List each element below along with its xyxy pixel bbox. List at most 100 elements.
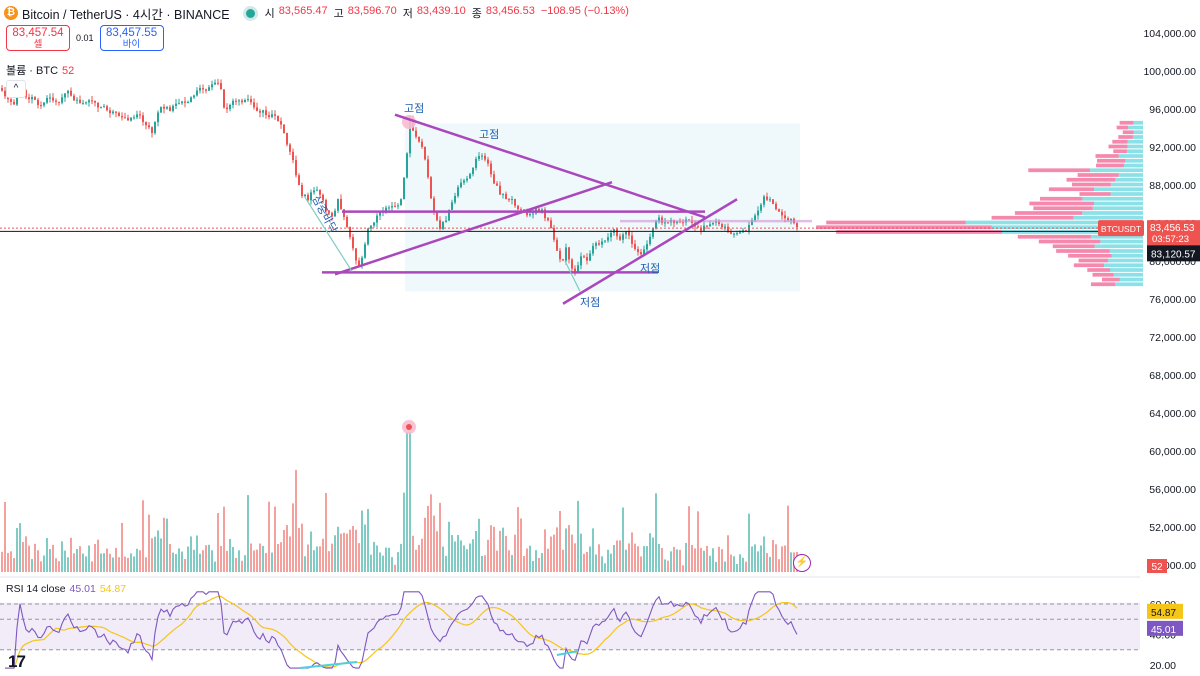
candle-body [754,215,756,221]
volume-bar [223,506,225,572]
volume-bar [259,543,261,572]
volume-profile-bar-down [816,225,992,230]
candle-body [379,211,381,216]
rsi-legend[interactable]: RSI 14 close 45.01 54.87 [6,583,126,595]
trade-buttons: 83,457.54 셀 0.01 83,457.55 바이 [6,25,164,51]
candle-body [223,89,225,108]
volume-bar [166,518,168,572]
candle-body [199,87,201,91]
price-axis-label: 56,000.00 [1149,484,1196,496]
rsi-ma-line [5,595,798,669]
candle-body [616,229,618,237]
candle-body [523,209,525,211]
volume-legend[interactable]: 볼륨 · BTC 52 [6,62,74,78]
candle-body [118,112,120,117]
sell-price: 83,457.54 [12,27,64,39]
candle-body [490,163,492,175]
candle-body [214,82,216,85]
volume-bar [217,513,219,572]
volume-bar [754,544,756,572]
pattern-line [564,260,581,292]
volume-profile-bar-down [1118,135,1133,139]
candle-body [400,199,402,206]
volume-profile-bar-up [1092,206,1143,211]
candle-body [241,100,243,103]
candle-body [55,100,57,102]
volume-bar [103,553,105,572]
candle-body [775,203,777,210]
candle-body [634,243,636,250]
volume-bar [439,502,441,572]
candle-body [169,107,171,111]
rsi-ma-tag [1147,603,1183,619]
candle-body [430,177,432,199]
volume-bar [4,502,6,572]
candle-body [271,114,273,118]
volume-bar [49,549,51,572]
collapse-chevron-up-icon[interactable]: ^ [6,80,26,98]
volume-bar [670,551,672,572]
volume-bar [412,535,414,572]
ohlc-values: 시 83,565.47 고 83,596.70 저 83,439.10 종 83,456… [265,5,629,21]
candle-body [346,216,348,227]
volume-bar [292,503,294,572]
volume-bar [22,542,24,572]
volume-bar [142,500,144,572]
candle-body [640,252,642,255]
volume-profile-bar-up [965,220,1143,225]
volume-bar [607,549,609,572]
candle-body [349,226,351,238]
volume-bar [586,552,588,572]
candle-body [274,114,276,116]
candle-body [121,116,123,118]
volume-bar [115,547,117,572]
volume-profile-bar-up [1094,187,1143,192]
candle-body [538,208,540,211]
volume-bar [535,550,537,572]
volume-bar [46,537,48,572]
volume-bar [1,551,3,572]
open-value: 83,565.47 [278,5,328,17]
volume-bar [394,564,396,572]
volume-bar [769,556,771,572]
candle-body [94,101,96,103]
candle-body [655,221,657,229]
volume-bar [415,549,417,572]
sell-button[interactable]: 83,457.54 셀 [6,25,70,51]
candle-body [61,97,63,103]
volume-profile-bar-up [1090,234,1143,239]
candle-body [259,110,261,113]
volume-bar [625,549,627,572]
price-axis-label: 64,000.00 [1149,408,1196,420]
volume-bar [181,551,183,572]
buy-button[interactable]: 83,457.55 바이 [99,25,164,51]
candle-body [562,259,564,261]
symbol-title[interactable]: Bitcoin / TetherUS · 4시간 · BINANCE [22,7,230,22]
volume-profile-bar-up [1133,130,1143,135]
candle-body [319,189,321,195]
volume-bar [64,550,66,572]
tradingview-logo[interactable]: 17 [8,652,26,671]
volume-profile-bar-up [1133,120,1143,125]
volume-bar [277,543,279,572]
price-range-zone [405,123,800,292]
rsi-band [0,602,1140,650]
candle-body [31,97,33,100]
volume-bar [397,552,399,572]
volume-bar [208,544,210,572]
volume-bar [298,527,300,572]
candle-body [499,185,501,195]
volume-bar [409,432,411,572]
candle-body [595,243,597,246]
candle-body [574,268,576,272]
candle-body [238,100,240,102]
volume-profile-bar-up [1089,168,1143,173]
candle-body [388,207,390,209]
candle-body [220,83,222,90]
candle-body [310,192,312,201]
candle-body [16,93,18,105]
candle-body [235,100,237,102]
price-axis-label: 96,000.00 [1149,104,1196,116]
lightning-icon[interactable]: ⚡ [793,554,811,572]
